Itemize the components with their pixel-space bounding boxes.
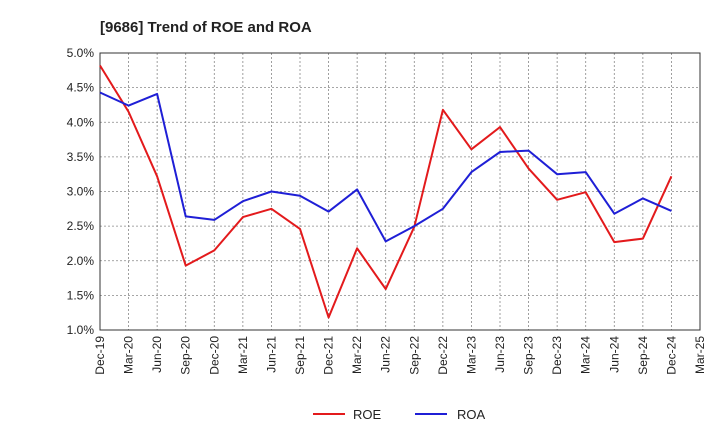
y-tick-label: 4.0% <box>67 115 95 129</box>
y-tick-label: 3.0% <box>67 185 95 199</box>
x-tick-label: Dec-22 <box>436 336 450 375</box>
legend-item-roe: ROE <box>313 407 382 422</box>
x-tick-label: Dec-21 <box>322 336 336 375</box>
x-tick-label: Jun-23 <box>493 336 507 373</box>
legend-item-roa: ROA <box>415 407 486 422</box>
x-tick-label: Sep-23 <box>522 336 536 375</box>
legend-label: ROE <box>353 407 382 422</box>
x-tick-label: Mar-21 <box>236 336 250 374</box>
series-line-roe <box>99 64 673 319</box>
series-line-roa <box>99 91 672 243</box>
legend: ROE ROA <box>313 407 486 422</box>
grid <box>99 52 701 331</box>
y-tick-label: 1.0% <box>67 323 95 337</box>
y-axis: 1.0% 1.5% 2.0% 2.5% 3.0% 3.5% 4.0% 4.5% 5.0% <box>67 46 95 337</box>
x-tick-label: Jun-20 <box>150 336 164 373</box>
y-tick-label: 4.5% <box>67 81 95 95</box>
y-tick-label: 2.5% <box>67 219 95 233</box>
x-tick-label: Dec-23 <box>550 336 564 375</box>
x-tick-label: Mar-23 <box>464 336 478 374</box>
x-tick-label: Jun-21 <box>264 336 278 373</box>
series-group <box>99 64 673 319</box>
x-tick-label: Jun-22 <box>379 336 393 373</box>
x-tick-label: Sep-20 <box>179 336 193 375</box>
x-tick-label: Mar-22 <box>350 336 364 374</box>
x-tick-label: Mar-20 <box>122 336 136 374</box>
chart-title: [9686] Trend of ROE and ROA <box>100 19 312 36</box>
x-tick-label: Dec-19 <box>93 336 107 375</box>
y-tick-label: 3.5% <box>67 150 95 164</box>
x-tick-label: Sep-21 <box>293 336 307 375</box>
x-tick-label: Dec-24 <box>664 336 678 375</box>
y-tick-label: 1.5% <box>67 288 95 302</box>
y-tick-label: 5.0% <box>67 46 95 60</box>
x-axis: Dec-19 Mar-20 Jun-20 Sep-20 Dec-20 Mar-21 Jun-… <box>93 336 707 375</box>
x-tick-label: Sep-24 <box>636 336 650 375</box>
x-tick-label: Mar-25 <box>693 336 707 374</box>
plot-frame <box>99 52 701 331</box>
x-tick-label: Sep-22 <box>407 336 421 375</box>
x-tick-label: Jun-24 <box>607 336 621 373</box>
y-tick-label: 2.0% <box>67 254 95 268</box>
legend-label: ROA <box>457 407 486 422</box>
x-tick-label: Dec-20 <box>207 336 221 375</box>
x-tick-label: Mar-24 <box>579 336 593 374</box>
